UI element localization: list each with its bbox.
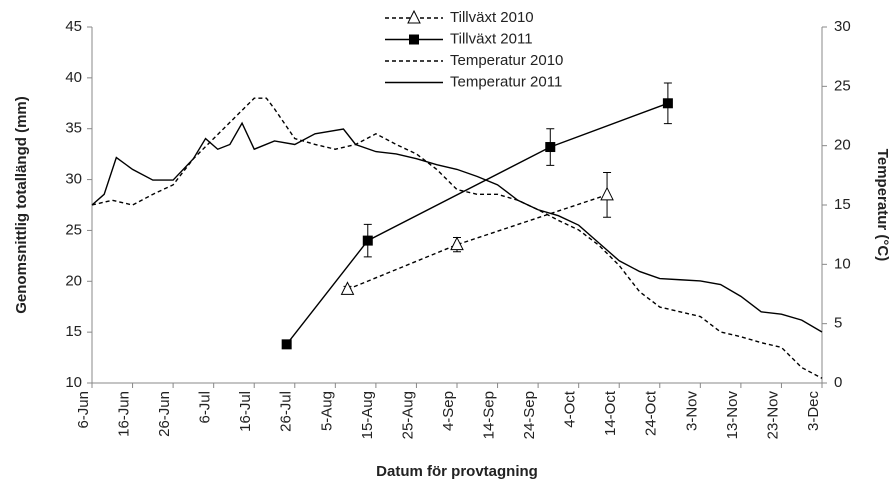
x-tick-label: 6-Jul — [197, 391, 214, 424]
legend-marker — [407, 9, 421, 24]
y-tick-label: 30 — [65, 171, 82, 188]
x-tick-label: 25-Aug — [399, 391, 416, 439]
y-tick-label: 45 — [65, 18, 82, 35]
marker — [281, 339, 292, 350]
x-tick-label: 13-Nov — [724, 391, 741, 440]
y-axis-label: Genomsnittlig totallängd (mm) — [13, 96, 30, 314]
y-tick-label: 40 — [65, 69, 82, 86]
marker — [340, 281, 355, 295]
x-tick-label: 16-Jun — [116, 391, 133, 437]
y-tick-label: 15 — [65, 323, 82, 340]
x-tick-label: 4-Sep — [440, 391, 457, 431]
x-tick-label: 24-Oct — [643, 390, 660, 436]
x-tick-label: 6-Jun — [75, 391, 92, 429]
x-tick-label: 5-Aug — [318, 391, 335, 431]
x-tick-label: 24-Sep — [521, 391, 538, 439]
x-tick-label: 3-Dec — [805, 391, 822, 432]
y2-tick-label: 5 — [834, 315, 842, 332]
x-tick-label: 16-Jul — [237, 391, 254, 432]
y-tick-label: 35 — [65, 120, 82, 137]
x-tick-label: 26-Jul — [278, 391, 295, 432]
y2-tick-label: 10 — [834, 255, 851, 272]
x-tick-label: 26-Jun — [156, 391, 173, 437]
legend-label: Temperatur 2011 — [450, 73, 562, 90]
legend-label: Temperatur 2010 — [450, 52, 563, 69]
y-tick-label: 10 — [65, 374, 82, 391]
x-axis-label: Datum för provtagning — [376, 463, 538, 480]
legend-marker — [409, 34, 419, 45]
marker — [450, 236, 464, 251]
series-line — [286, 102, 669, 345]
x-tick-label: 14-Oct — [602, 390, 619, 436]
x-tick-label: 15-Aug — [359, 391, 376, 439]
y2-tick-label: 15 — [834, 196, 851, 213]
marker — [662, 98, 673, 109]
marker — [545, 142, 556, 153]
y-tick-label: 25 — [65, 221, 82, 238]
x-tick-label: 3-Nov — [683, 391, 700, 432]
x-tick-label: 14-Sep — [481, 391, 498, 439]
y2-axis-label: Temperatur (°C) — [874, 149, 891, 261]
legend-label: Tillväxt 2011 — [450, 30, 533, 47]
x-tick-label: 23-Nov — [764, 391, 781, 440]
y2-tick-label: 30 — [834, 18, 851, 35]
series-line — [347, 194, 608, 291]
y-tick-label: 20 — [65, 272, 82, 289]
x-tick-label: 4-Oct — [562, 390, 579, 428]
y2-tick-label: 0 — [834, 374, 842, 391]
series-line — [91, 121, 823, 333]
marker — [362, 235, 373, 246]
marker — [600, 186, 614, 201]
legend-label: Tillväxt 2010 — [450, 9, 534, 26]
y2-tick-label: 25 — [834, 77, 851, 94]
y2-tick-label: 20 — [834, 137, 851, 154]
